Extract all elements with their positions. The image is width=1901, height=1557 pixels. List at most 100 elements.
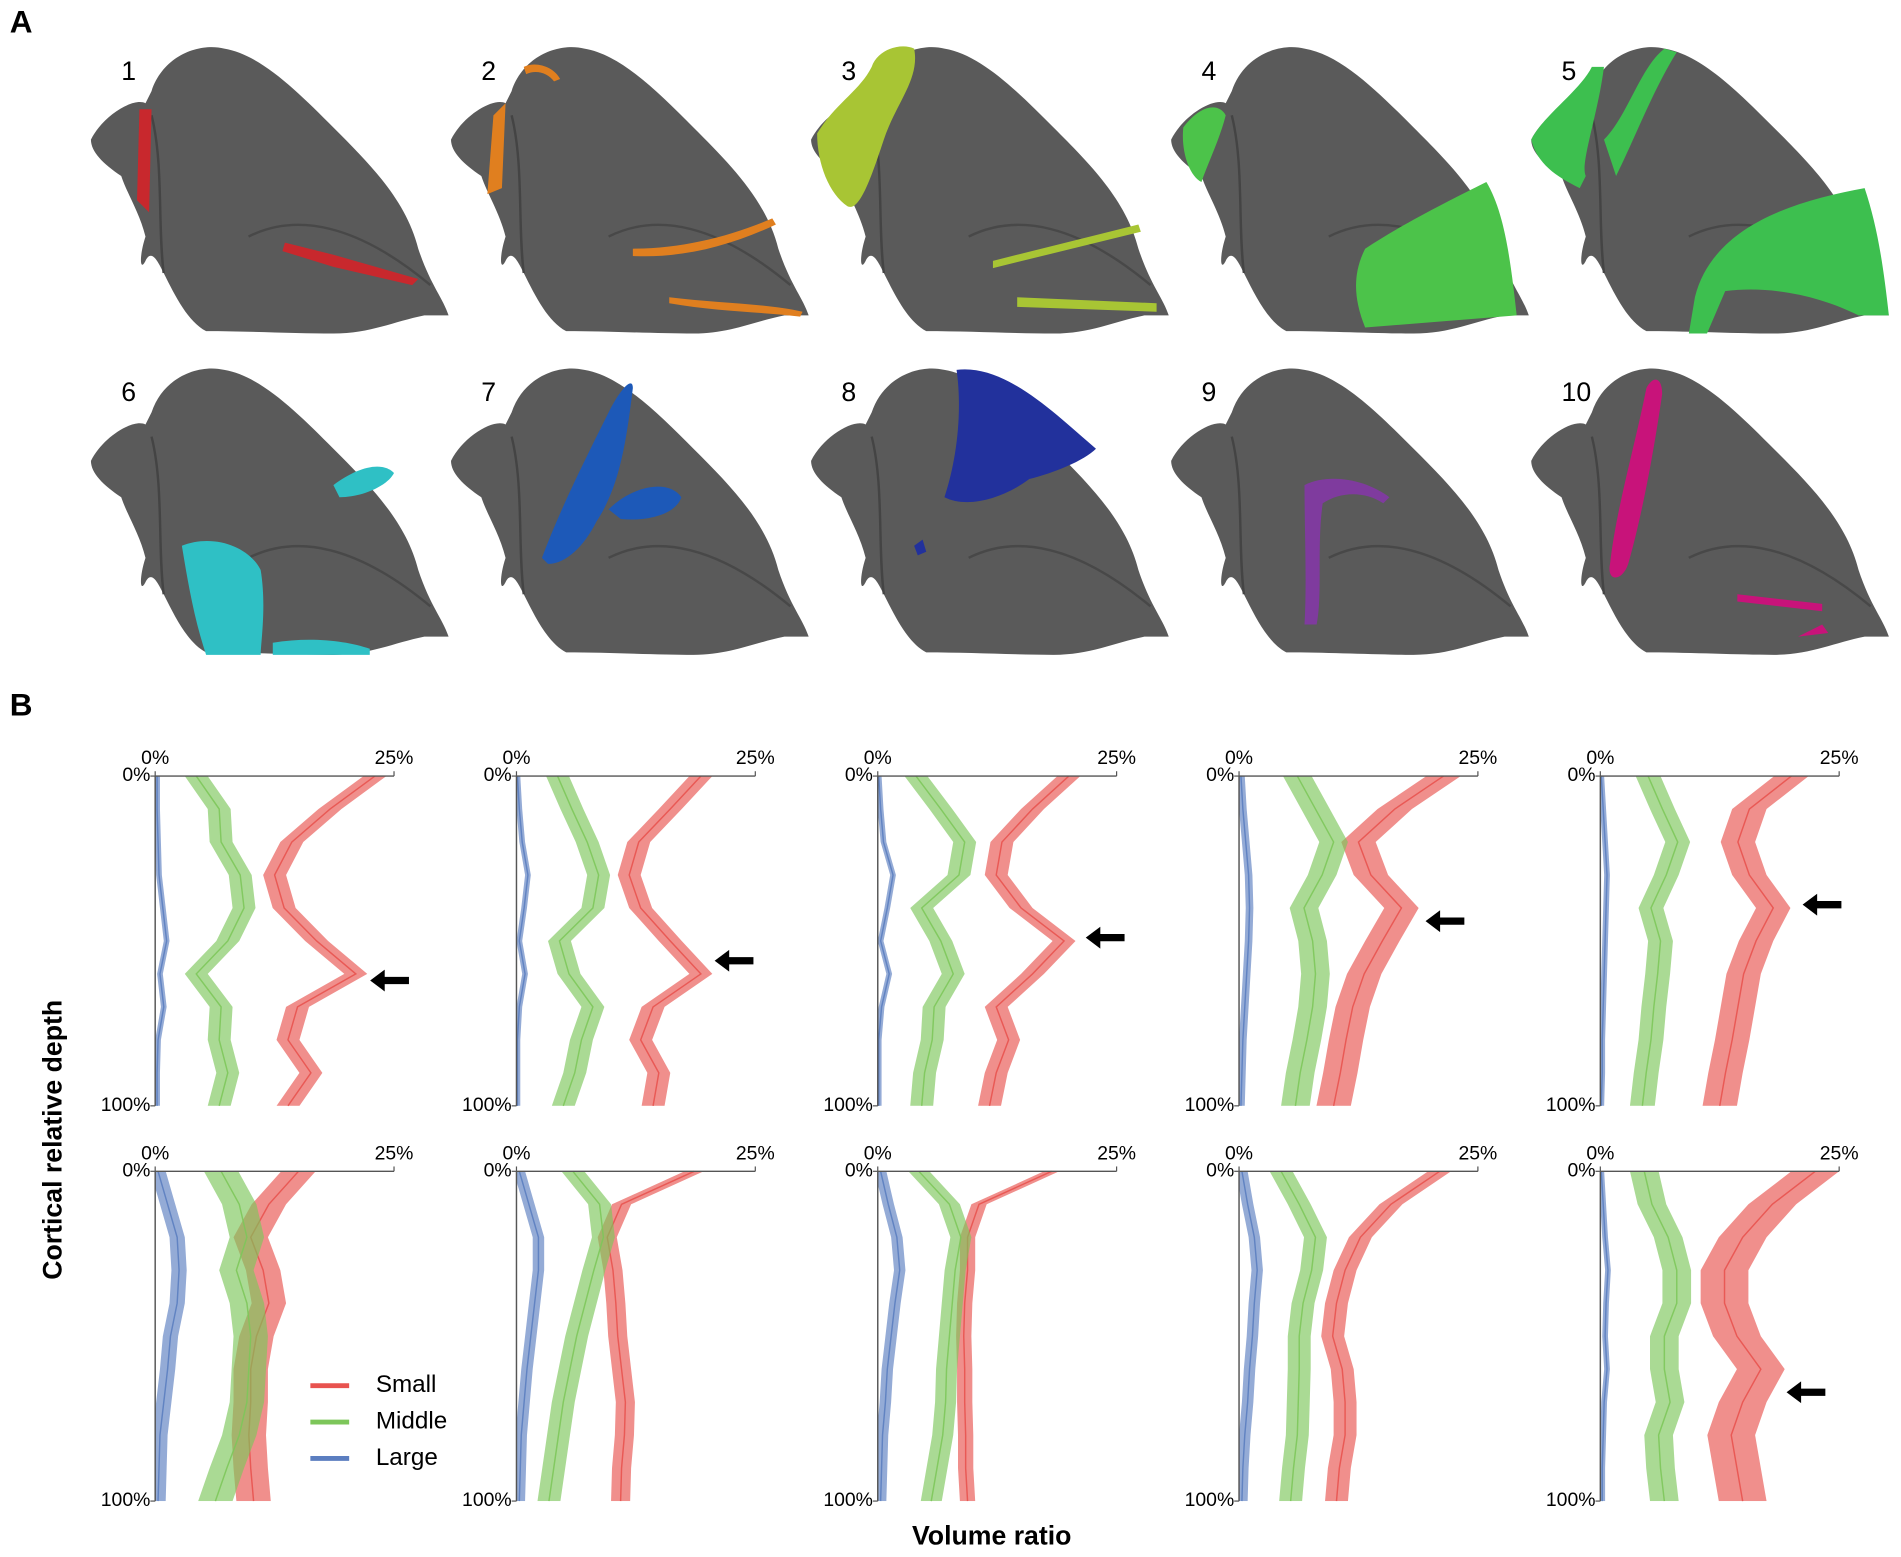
series-line — [877, 776, 894, 1106]
series-line — [1294, 775, 1335, 1106]
y-tick-label: 100% — [1185, 1489, 1235, 1511]
sulcus — [1230, 436, 1246, 595]
sulcus — [1590, 436, 1606, 595]
series-line — [915, 775, 966, 1106]
sulcus — [150, 115, 165, 274]
y-tick-label: 0% — [1206, 1159, 1234, 1181]
series-line — [1643, 1171, 1678, 1502]
map-label: 8 — [841, 377, 856, 407]
region — [1797, 624, 1829, 637]
region — [1356, 182, 1517, 328]
series-line — [1600, 776, 1608, 1106]
map-label: 7 — [481, 377, 496, 407]
region — [282, 242, 419, 286]
sulcus — [247, 223, 432, 286]
series-line — [195, 775, 245, 1107]
x-tick-label: 0% — [502, 747, 530, 769]
region — [669, 297, 803, 317]
y-tick-label: 100% — [462, 1489, 512, 1511]
sulcus — [510, 115, 525, 274]
series-line — [273, 775, 376, 1107]
series-line — [516, 776, 529, 1106]
arrow — [1786, 1381, 1826, 1404]
error-band — [1269, 1171, 1327, 1502]
series-line — [1719, 775, 1792, 1106]
series-line — [1240, 776, 1251, 1106]
error-band — [597, 1171, 704, 1502]
series-line — [879, 1171, 901, 1502]
map-label: 3 — [841, 56, 856, 86]
error-band — [978, 776, 1081, 1106]
x-tick-label: 25% — [1097, 747, 1136, 769]
series-line — [1280, 1170, 1317, 1502]
surface-map: 2 — [451, 47, 809, 334]
y-tick-label: 100% — [1546, 1489, 1596, 1511]
error-band — [1239, 1171, 1263, 1502]
series-line — [1332, 775, 1444, 1106]
region — [632, 218, 776, 257]
series-line — [1331, 1170, 1441, 1502]
series-line — [548, 1170, 605, 1502]
x-tick-label: 25% — [375, 747, 414, 769]
region — [817, 46, 916, 207]
x-tick-label: 25% — [1097, 1142, 1136, 1164]
error-band — [877, 776, 896, 1106]
region — [1609, 379, 1663, 578]
error-band — [617, 776, 713, 1106]
x-tick-label: 0% — [864, 747, 892, 769]
y-tick-label: 0% — [122, 764, 150, 786]
x-tick-label: 0% — [1586, 1142, 1614, 1164]
error-band — [1281, 776, 1348, 1106]
series-line — [628, 775, 702, 1106]
error-band — [516, 776, 531, 1106]
x-tick-label: 0% — [141, 747, 169, 769]
y-tick-label: 100% — [1185, 1094, 1235, 1116]
y-tick-label: 0% — [1567, 1159, 1595, 1181]
region — [136, 109, 152, 213]
region — [1531, 66, 1604, 189]
x-tick-label: 25% — [736, 1142, 775, 1164]
y-tick-label: 100% — [823, 1094, 873, 1116]
y-tick-label: 100% — [462, 1094, 512, 1116]
sulcus — [870, 436, 886, 595]
error-band — [184, 776, 256, 1106]
sulcus — [1328, 544, 1512, 608]
region — [1304, 478, 1390, 625]
sulcus — [608, 223, 792, 286]
region — [541, 383, 633, 564]
y-axis-title: Cortical relative depth — [38, 1000, 68, 1280]
arrow — [1085, 926, 1125, 949]
x-tick-label: 0% — [1225, 747, 1253, 769]
error-band — [1316, 776, 1461, 1106]
series-line — [988, 775, 1070, 1106]
surface-map: 9 — [1171, 368, 1529, 655]
y-tick-label: 100% — [823, 1489, 873, 1511]
brain-surface — [1171, 368, 1529, 655]
map-label: 4 — [1201, 56, 1216, 86]
y-tick-label: 0% — [484, 1159, 512, 1181]
region — [333, 466, 395, 498]
panel-label: A — [10, 4, 33, 40]
x-axis-title: Volume ratio — [912, 1520, 1071, 1550]
series-line — [1600, 1171, 1609, 1502]
error-band — [1700, 1171, 1840, 1502]
error-band — [956, 1171, 1060, 1502]
x-tick-label: 0% — [864, 1142, 892, 1164]
y-tick-label: 0% — [1567, 764, 1595, 786]
surface-map: 7 — [451, 368, 809, 655]
region — [1182, 107, 1226, 183]
region — [523, 64, 561, 82]
y-tick-label: 100% — [1546, 1094, 1596, 1116]
region — [181, 540, 264, 655]
series-line — [556, 775, 600, 1107]
x-tick-label: 25% — [1458, 747, 1497, 769]
region — [1737, 594, 1823, 612]
sulcus — [1590, 115, 1606, 274]
region — [487, 103, 506, 195]
map-label: 10 — [1562, 377, 1592, 407]
series-line — [157, 1171, 180, 1502]
brain-surface — [90, 368, 449, 655]
sulcus — [1688, 544, 1872, 608]
map-label: 9 — [1201, 377, 1216, 407]
brain-surface — [1531, 368, 1889, 655]
